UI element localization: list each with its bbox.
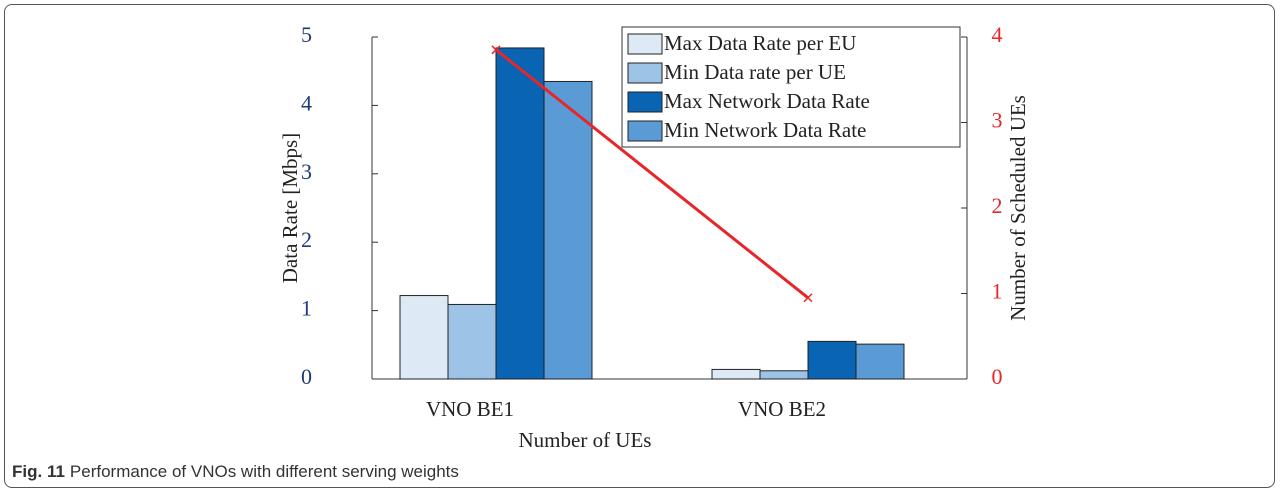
bar <box>495 47 545 380</box>
bar <box>543 80 593 380</box>
figure-frame <box>4 4 1275 488</box>
legend-label: Max Network Data Rate <box>664 89 870 113</box>
line-marker <box>803 293 813 303</box>
y2-tick-label: 2 <box>992 193 1003 218</box>
y-tick-label: 2 <box>301 227 312 252</box>
line <box>495 48 809 299</box>
y2-tick-label: 3 <box>992 108 1003 133</box>
y-axis-label: Data Rate [Mbps] <box>278 133 302 283</box>
bar <box>447 303 497 380</box>
chart: Number of UEs Data Rate [Mbps] Number of… <box>278 22 1030 452</box>
legend-label: Min Data rate per UE <box>664 60 846 84</box>
legend-label: Max Data Rate per EU <box>664 31 856 55</box>
bar <box>807 340 857 380</box>
legend-swatch <box>627 62 663 84</box>
caption-text: Performance of VNOs with different servi… <box>69 462 459 481</box>
legend-box <box>621 26 961 148</box>
caption-label: Fig. 11 <box>12 462 65 481</box>
y2-axis-label: Number of Scheduled UEs <box>1006 95 1030 321</box>
bar <box>759 370 809 380</box>
y-tick-label: 5 <box>301 22 312 47</box>
x-axis-label: Number of UEs <box>519 428 652 452</box>
y2-tick-label: 4 <box>992 22 1003 47</box>
bar <box>399 295 449 380</box>
x-tick-label: VNO BE1 <box>426 397 514 421</box>
legend-swatch <box>627 33 663 55</box>
y2-tick-label: 1 <box>992 279 1003 304</box>
legend-label: Min Network Data Rate <box>664 118 866 142</box>
y-tick-label: 0 <box>301 364 312 389</box>
caption: Fig. 11 Performance of VNOs with differen… <box>12 462 459 482</box>
y-tick-label: 1 <box>301 296 312 321</box>
y-tick-label: 3 <box>301 159 312 184</box>
y-tick-label: 4 <box>301 90 312 115</box>
y2-tick-label: 0 <box>992 364 1003 389</box>
line-marker <box>491 45 501 55</box>
x-tick-label: VNO BE2 <box>738 397 826 421</box>
legend-swatch <box>627 120 663 142</box>
bar <box>855 343 905 380</box>
bar <box>711 368 761 380</box>
legend-swatch <box>627 91 663 113</box>
